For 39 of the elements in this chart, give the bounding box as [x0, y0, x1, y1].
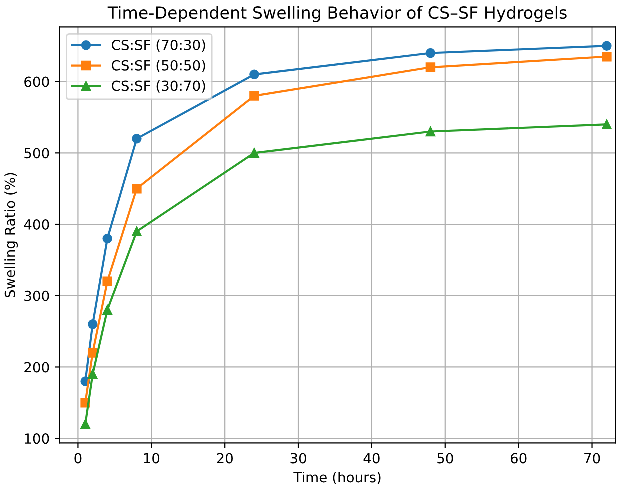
point — [132, 184, 142, 194]
point — [602, 52, 612, 62]
x-tick-label: 60 — [510, 453, 527, 464]
legend-label: CS:SF (50:50) — [112, 60, 206, 72]
x-axis-title: Time (hours) — [294, 472, 381, 484]
point — [88, 320, 98, 330]
y-tick-label: 300 — [24, 290, 50, 302]
y-axis-title: Swelling Ratio (%) — [4, 173, 18, 298]
point — [132, 134, 142, 144]
point — [132, 226, 142, 237]
point — [102, 305, 112, 316]
legend-label: CS:SF (70:30) — [112, 40, 206, 52]
point — [102, 276, 112, 286]
y-tick-label: 600 — [24, 76, 50, 88]
x-tick-label: 40 — [364, 453, 380, 464]
x-tick-label: 70 — [584, 453, 600, 464]
x-tick-label: 50 — [438, 453, 454, 464]
point — [426, 62, 436, 72]
x-tick-label: 30 — [290, 453, 306, 464]
y-tick-label: 500 — [24, 148, 50, 159]
y-tick-label: 200 — [24, 362, 50, 373]
x-tick-label: 10 — [144, 453, 160, 464]
point — [80, 419, 90, 430]
x-tick-label: 0 — [74, 453, 82, 464]
point — [88, 348, 98, 358]
point — [426, 48, 436, 58]
point — [250, 91, 260, 101]
y-tick-label: 100 — [25, 434, 50, 444]
x-tick-label: 20 — [217, 453, 233, 464]
point — [88, 370, 98, 380]
point — [602, 41, 612, 51]
point — [426, 126, 436, 137]
point — [250, 70, 260, 80]
legend-label: CS:SF (30:70) — [112, 80, 206, 93]
y-tick-label: 400 — [24, 219, 50, 230]
point — [102, 234, 112, 244]
point — [250, 148, 260, 158]
chart-title: Time-Dependent Swelling Behavior of CS–SF Hydrogels — [108, 6, 567, 22]
point — [602, 120, 612, 130]
